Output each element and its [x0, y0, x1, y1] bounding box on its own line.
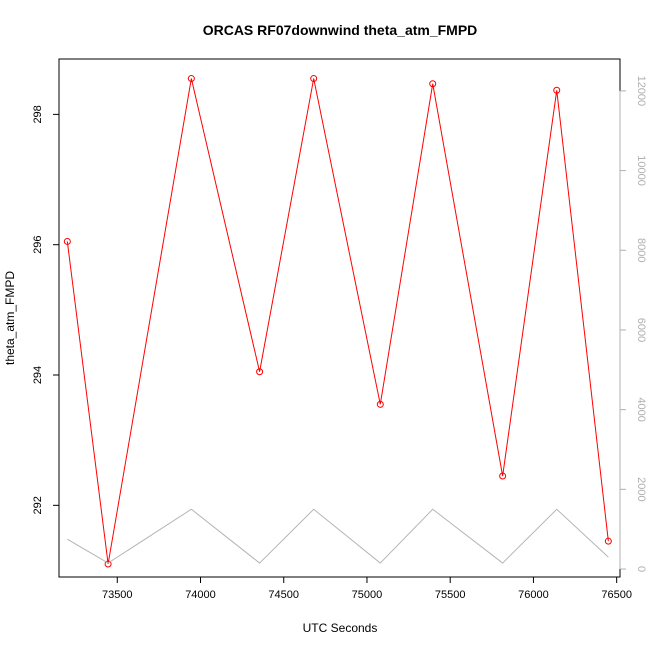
series-1-point	[187, 75, 195, 83]
series-1-point	[553, 86, 561, 94]
series-1-point	[499, 472, 507, 480]
series-1-point	[63, 237, 71, 245]
x-tick-label: 74500	[268, 589, 299, 601]
y2-tick-label: 6000	[635, 318, 647, 342]
x-tick-label: 74000	[185, 589, 216, 601]
y2-tick-label: 4000	[635, 397, 647, 421]
y-axis: 292 294 296 298	[32, 105, 60, 515]
series-1-point	[256, 368, 264, 376]
x-tick-label: 76000	[518, 589, 549, 601]
x-axis: 73500 74000 74500 75000 75500 76000 76500	[102, 576, 632, 601]
series-1-point	[429, 80, 437, 88]
series-1-point	[310, 75, 318, 83]
plot-frame	[58, 58, 621, 578]
x-tick-label: 73500	[102, 589, 133, 601]
y-tick-label: 298	[32, 105, 44, 123]
y-tick-label: 292	[32, 496, 44, 514]
series-1-point	[604, 537, 612, 545]
series-2-line	[67, 508, 609, 564]
y2-axis: 0 2000 4000 6000 8000 10000 12000	[619, 76, 647, 572]
y-axis-label: theta_atm_FMPD	[3, 271, 17, 365]
series-layer	[63, 75, 612, 568]
x-tick-label: 76500	[601, 589, 632, 601]
y-tick-label: 294	[32, 366, 44, 384]
y2-tick-label: 10000	[635, 155, 647, 186]
x-axis-label: UTC Seconds	[303, 621, 378, 635]
chart-title: ORCAS RF07downwind theta_atm_FMPD	[203, 22, 478, 38]
series-1-point	[376, 400, 384, 408]
x-tick-label: 75000	[352, 589, 383, 601]
y2-tick-label: 0	[635, 566, 647, 572]
series-1-point	[104, 560, 112, 568]
y2-tick-label: 2000	[635, 477, 647, 501]
series-1-line	[66, 78, 609, 565]
y2-tick-label: 8000	[635, 238, 647, 262]
y-tick-label: 296	[32, 236, 44, 254]
x-tick-label: 75500	[435, 589, 466, 601]
y2-tick-label: 12000	[635, 76, 647, 107]
